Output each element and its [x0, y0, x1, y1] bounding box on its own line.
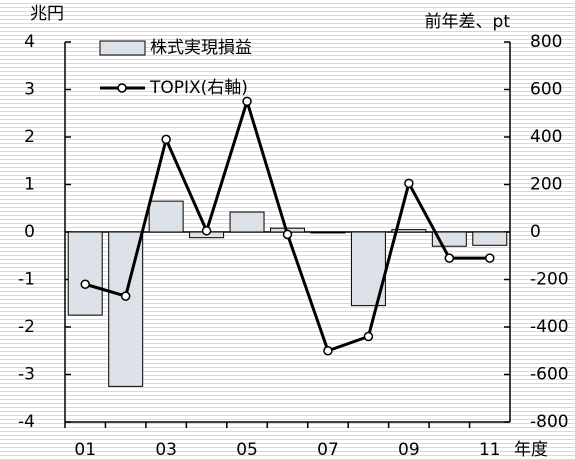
y-tick-label: -1: [18, 270, 35, 290]
y2-tick-label: 600: [530, 80, 562, 100]
x-tick-label: 03: [155, 440, 177, 460]
legend-marker: [117, 83, 127, 93]
line: [84, 96, 490, 353]
line-marker: [242, 96, 252, 107]
line-marker: [282, 229, 293, 240]
y-tick-label: 1: [24, 175, 35, 195]
y-tick-label: 3: [24, 80, 35, 100]
y2-tick-label: 800: [530, 32, 562, 52]
bar: [67, 231, 103, 316]
line-marker: [201, 226, 212, 236]
x-axis-label: 年度: [514, 440, 548, 460]
y-tick-label: -3: [18, 365, 35, 385]
line-marker: [444, 253, 455, 263]
y2-tick-label: 200: [530, 175, 562, 195]
x-tick-label: 01: [74, 440, 96, 460]
y-tick-label: -4: [18, 412, 35, 432]
y2-tick-label: -800: [530, 412, 569, 432]
bar: [391, 229, 427, 233]
legend-label: TOPIX(右軸): [149, 78, 248, 98]
y2-axis-label: 前年差、pt: [425, 12, 511, 32]
x-tick-label: 07: [317, 440, 339, 460]
y-axis-label: 兆円: [30, 4, 64, 24]
line-marker: [404, 178, 414, 189]
line-marker: [363, 331, 374, 342]
y-tick-label: 0: [24, 222, 35, 242]
line-marker: [161, 134, 171, 145]
y2-tick-label: -600: [530, 365, 569, 385]
x-tick-label: 11: [479, 440, 501, 460]
y-tick-label: -2: [18, 317, 35, 337]
x-tick-label: 05: [236, 440, 258, 460]
y2-tick-label: -200: [530, 270, 569, 290]
line-marker: [323, 346, 333, 356]
y2-tick-label: -400: [530, 317, 569, 337]
y2-tick-label: 400: [530, 127, 562, 147]
y-tick-label: 2: [24, 127, 35, 147]
legend-label: 株式実現損益: [150, 38, 252, 58]
bar: [472, 231, 508, 246]
bar: [310, 231, 346, 234]
line-marker: [120, 291, 131, 301]
line-marker: [80, 279, 90, 289]
legend-swatch: [99, 40, 146, 56]
line-marker: [485, 253, 495, 263]
bar: [229, 211, 265, 233]
y2-tick-label: 0: [530, 222, 541, 242]
bar: [148, 200, 184, 233]
y-tick-label: 4: [24, 32, 35, 52]
x-tick-label: 09: [398, 440, 420, 460]
